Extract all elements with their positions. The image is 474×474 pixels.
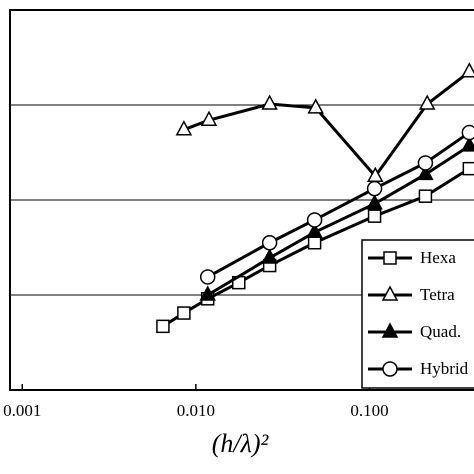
data-point — [461, 136, 474, 152]
x-tick-label: 0.001 — [3, 401, 41, 420]
legend-label: Tetra — [420, 285, 455, 304]
legend: Hexa Tetra Quad. Hybrid — [361, 239, 474, 389]
plot-frame — [9, 9, 474, 391]
data-point — [367, 209, 382, 223]
x-tick-label: 0.100 — [350, 401, 388, 420]
data-point — [417, 155, 434, 171]
legend-marker — [381, 322, 399, 338]
data-point — [200, 110, 218, 126]
legend-label: Quad. — [420, 322, 461, 341]
data-point — [462, 161, 474, 176]
data-point — [306, 222, 323, 239]
x-tick-label: 0.010 — [177, 401, 215, 420]
data-point — [307, 98, 324, 114]
data-point — [261, 248, 278, 264]
data-point — [306, 212, 323, 228]
data-point — [366, 194, 383, 210]
legend-marker — [381, 285, 399, 301]
data-point — [418, 94, 436, 110]
series-line — [206, 131, 471, 279]
data-point — [418, 189, 433, 203]
data-point — [417, 164, 434, 181]
data-point — [261, 235, 278, 251]
data-point — [461, 124, 474, 141]
data-point — [199, 285, 216, 301]
data-point — [366, 180, 383, 197]
legend-label: Hexa — [420, 248, 456, 267]
data-point — [175, 120, 193, 136]
x-axis-label: (h/λ)² — [212, 429, 270, 458]
data-point — [307, 236, 322, 250]
data-point — [461, 62, 474, 78]
legend-marker — [383, 251, 397, 265]
legend-label: Hybrid — [420, 359, 469, 378]
data-point — [199, 269, 216, 285]
data-point — [261, 94, 278, 110]
data-point — [156, 319, 170, 334]
series-line — [206, 144, 471, 297]
data-point — [177, 306, 191, 320]
legend-marker — [382, 361, 398, 377]
legend-box — [361, 239, 474, 389]
